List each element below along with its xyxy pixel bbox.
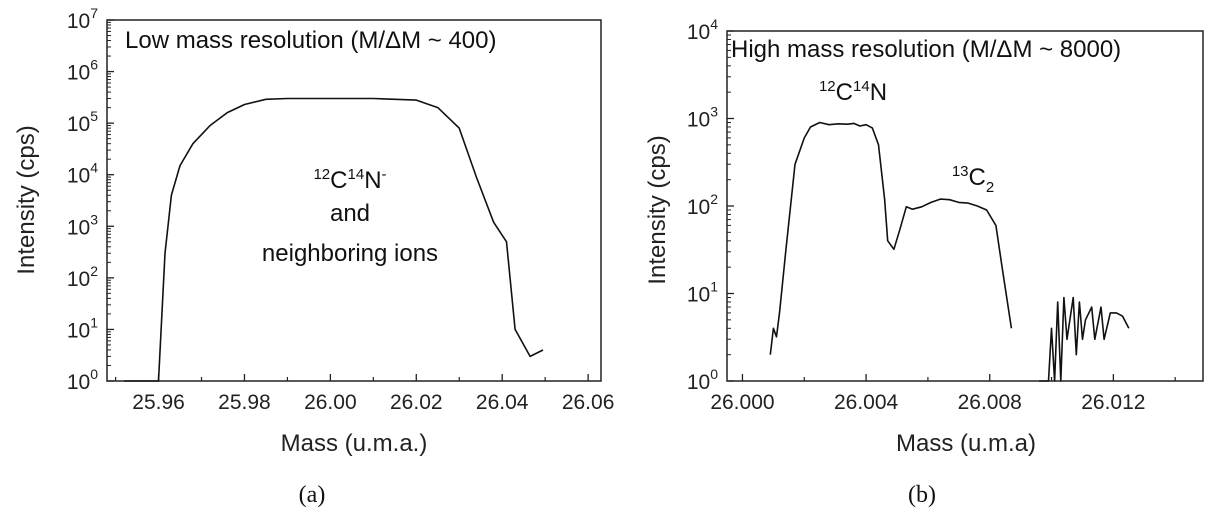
panel-b-y-tick-label: 102 [687,191,718,219]
panel-a-annotation-ion: 12C14N- [313,166,386,194]
panel-b-annotation-12C14N: 12C14N [819,78,887,106]
panel-b-y-axis-label: Intensity (cps) [644,135,671,284]
panel-a-y-axis-label: Intensity (cps) [13,125,40,274]
panel-a-x-tick-label: 26.02 [390,391,443,414]
panel-b-series-segment-1 [769,121,1013,355]
panel-a-plot-frame [106,19,602,382]
panel-a-y-tick-label: 101 [67,314,98,342]
panel-a-chart: 25.96 25.98 26.00 26.02 26.04 26.06 100 101 102 1… [13,5,614,508]
panel-b-series [769,121,1130,382]
panel-a-y-tick-label: 102 [67,263,98,291]
panel-a-y-tick-label: 100 [67,366,98,394]
panel-b-y-tick-label: 100 [687,366,718,394]
panel-b-x-tick-label: 26.000 [710,391,774,414]
panel-b-plot-frame [726,30,1204,382]
panel-b-ticks: 26.000 26.004 26.008 26.012 100 101 102 103 104 [687,16,1176,414]
panel-a-x-tick-label: 25.96 [132,391,185,414]
panel-b-caption: (b) [908,482,936,508]
panel-a-ticks: 25.96 25.98 26.00 26.02 26.04 26.06 100 101 102 1… [67,5,615,414]
panel-b-y-tick-label: 104 [687,16,718,44]
panel-a-annotation-neighbors: neighboring ions [262,240,438,267]
panel-a-y-tick-label: 104 [67,160,98,188]
panel-b-series-segment-2 [1039,296,1130,382]
panel-b-x-tick-label: 26.004 [834,391,899,414]
panel-a-x-axis-label: Mass (u.m.a.) [281,430,428,457]
panel-b-y-tick-label: 103 [687,104,718,132]
panel-b-annotation-13C2: 13C2 [952,163,994,196]
panel-a-x-tick-label: 26.04 [476,391,529,414]
panel-b-chart: 26.000 26.004 26.008 26.012100101102103104 … [644,16,1204,508]
panel-b-x-axis-label: Mass (u.m.a) [896,430,1036,457]
panel-b-x-tick-label: 26.008 [958,391,1022,414]
panel-b-x-tick-label: 26.012 [1081,391,1145,414]
panel-b-title: High mass resolution (M/ΔM ~ 8000) [731,36,1121,63]
panel-a-x-tick-label: 26.00 [304,391,357,414]
panel-a-y-tick-label: 103 [67,211,98,239]
panel-a-x-tick-label: 25.98 [218,391,271,414]
panel-a-y-tick-label: 107 [67,5,98,33]
panel-a-series-line [124,97,544,382]
panel-a-title: Low mass resolution (M/ΔM ~ 400) [125,27,497,54]
panel-a-y-tick-label: 106 [67,57,98,85]
panel-a-x-tick-label: 26.06 [562,391,615,414]
panel-a-y-tick-label: 105 [67,108,98,136]
panel-a-caption: (a) [299,482,326,508]
panel-a-annotation-and: and [330,200,370,227]
panel-b-y-tick-label: 101 [687,279,718,307]
